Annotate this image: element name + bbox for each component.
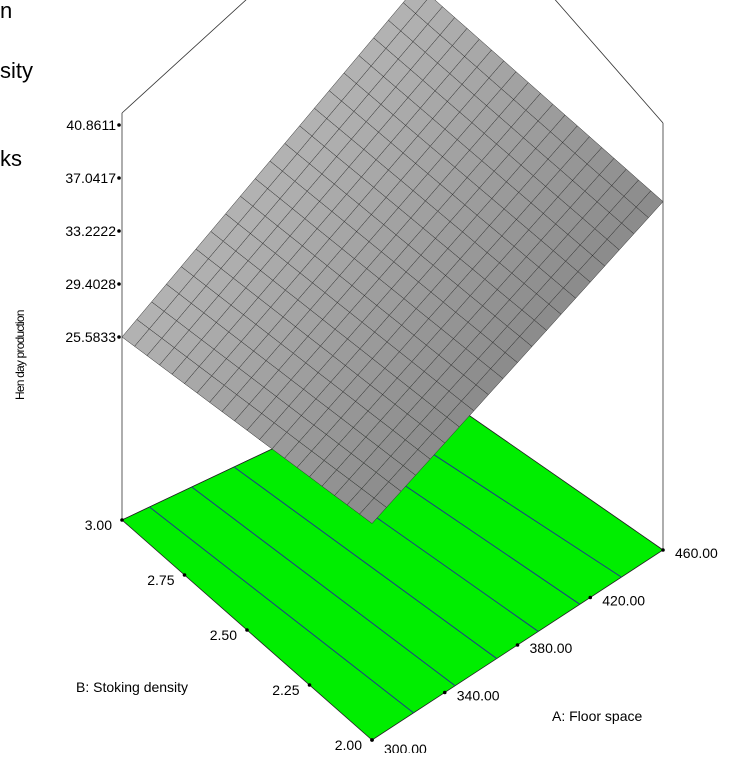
y-tick-label: 2.00 xyxy=(335,737,362,753)
y-tick-mark xyxy=(120,518,124,522)
tick-marks xyxy=(117,123,665,742)
z-axis-title: Hen day production xyxy=(13,310,27,400)
x-axis-title: A: Floor space xyxy=(552,708,642,724)
z-tick-mark xyxy=(117,123,121,127)
x-tick-label: 340.00 xyxy=(457,688,500,704)
x-tick-label: 420.00 xyxy=(602,593,645,609)
x-tick-label: 460.00 xyxy=(675,545,718,561)
y-tick-mark xyxy=(370,738,374,742)
header-fragment-2: sity xyxy=(0,58,33,83)
x-tick-mark xyxy=(588,595,593,600)
z-tick-mark xyxy=(117,335,121,339)
z-tick-mark xyxy=(117,229,121,233)
header-fragment-1: n xyxy=(0,0,12,23)
z-tick-label: 37.0417 xyxy=(65,170,116,186)
contour-line xyxy=(149,506,414,714)
z-tick-label: 29.4028 xyxy=(65,276,116,292)
y-axis-title: B: Stoking density xyxy=(76,679,188,695)
header-fragment-3: ks xyxy=(0,146,22,171)
box-edge-top-left xyxy=(121,0,247,114)
x-tick-mark xyxy=(442,690,447,695)
y-tick-label: 2.25 xyxy=(272,682,299,698)
x-tick-mark xyxy=(661,548,665,552)
x-tick-mark xyxy=(515,643,520,647)
surface-cell xyxy=(402,0,428,14)
contour-line xyxy=(233,466,498,659)
box-edge-top-right xyxy=(554,0,664,124)
y-tick-mark xyxy=(182,573,187,577)
z-tick-mark xyxy=(117,176,121,180)
contour-line xyxy=(191,486,456,687)
y-tick-label: 2.50 xyxy=(210,627,237,643)
surface-cell xyxy=(415,0,443,25)
z-tick-mark xyxy=(117,282,121,286)
y-tick-mark xyxy=(307,683,312,687)
response-surface xyxy=(121,0,664,524)
x-tick-label: 300.00 xyxy=(384,741,427,753)
y-tick-mark xyxy=(245,628,249,632)
y-tick-label: 3.00 xyxy=(85,517,112,533)
x-tick-label: 380.00 xyxy=(530,640,573,656)
z-tick-label: 40.8611 xyxy=(66,117,116,133)
z-tick-label: 33.2222 xyxy=(65,223,116,239)
z-tick-label: 25.5833 xyxy=(65,329,116,345)
y-tick-label: 2.75 xyxy=(147,572,174,588)
